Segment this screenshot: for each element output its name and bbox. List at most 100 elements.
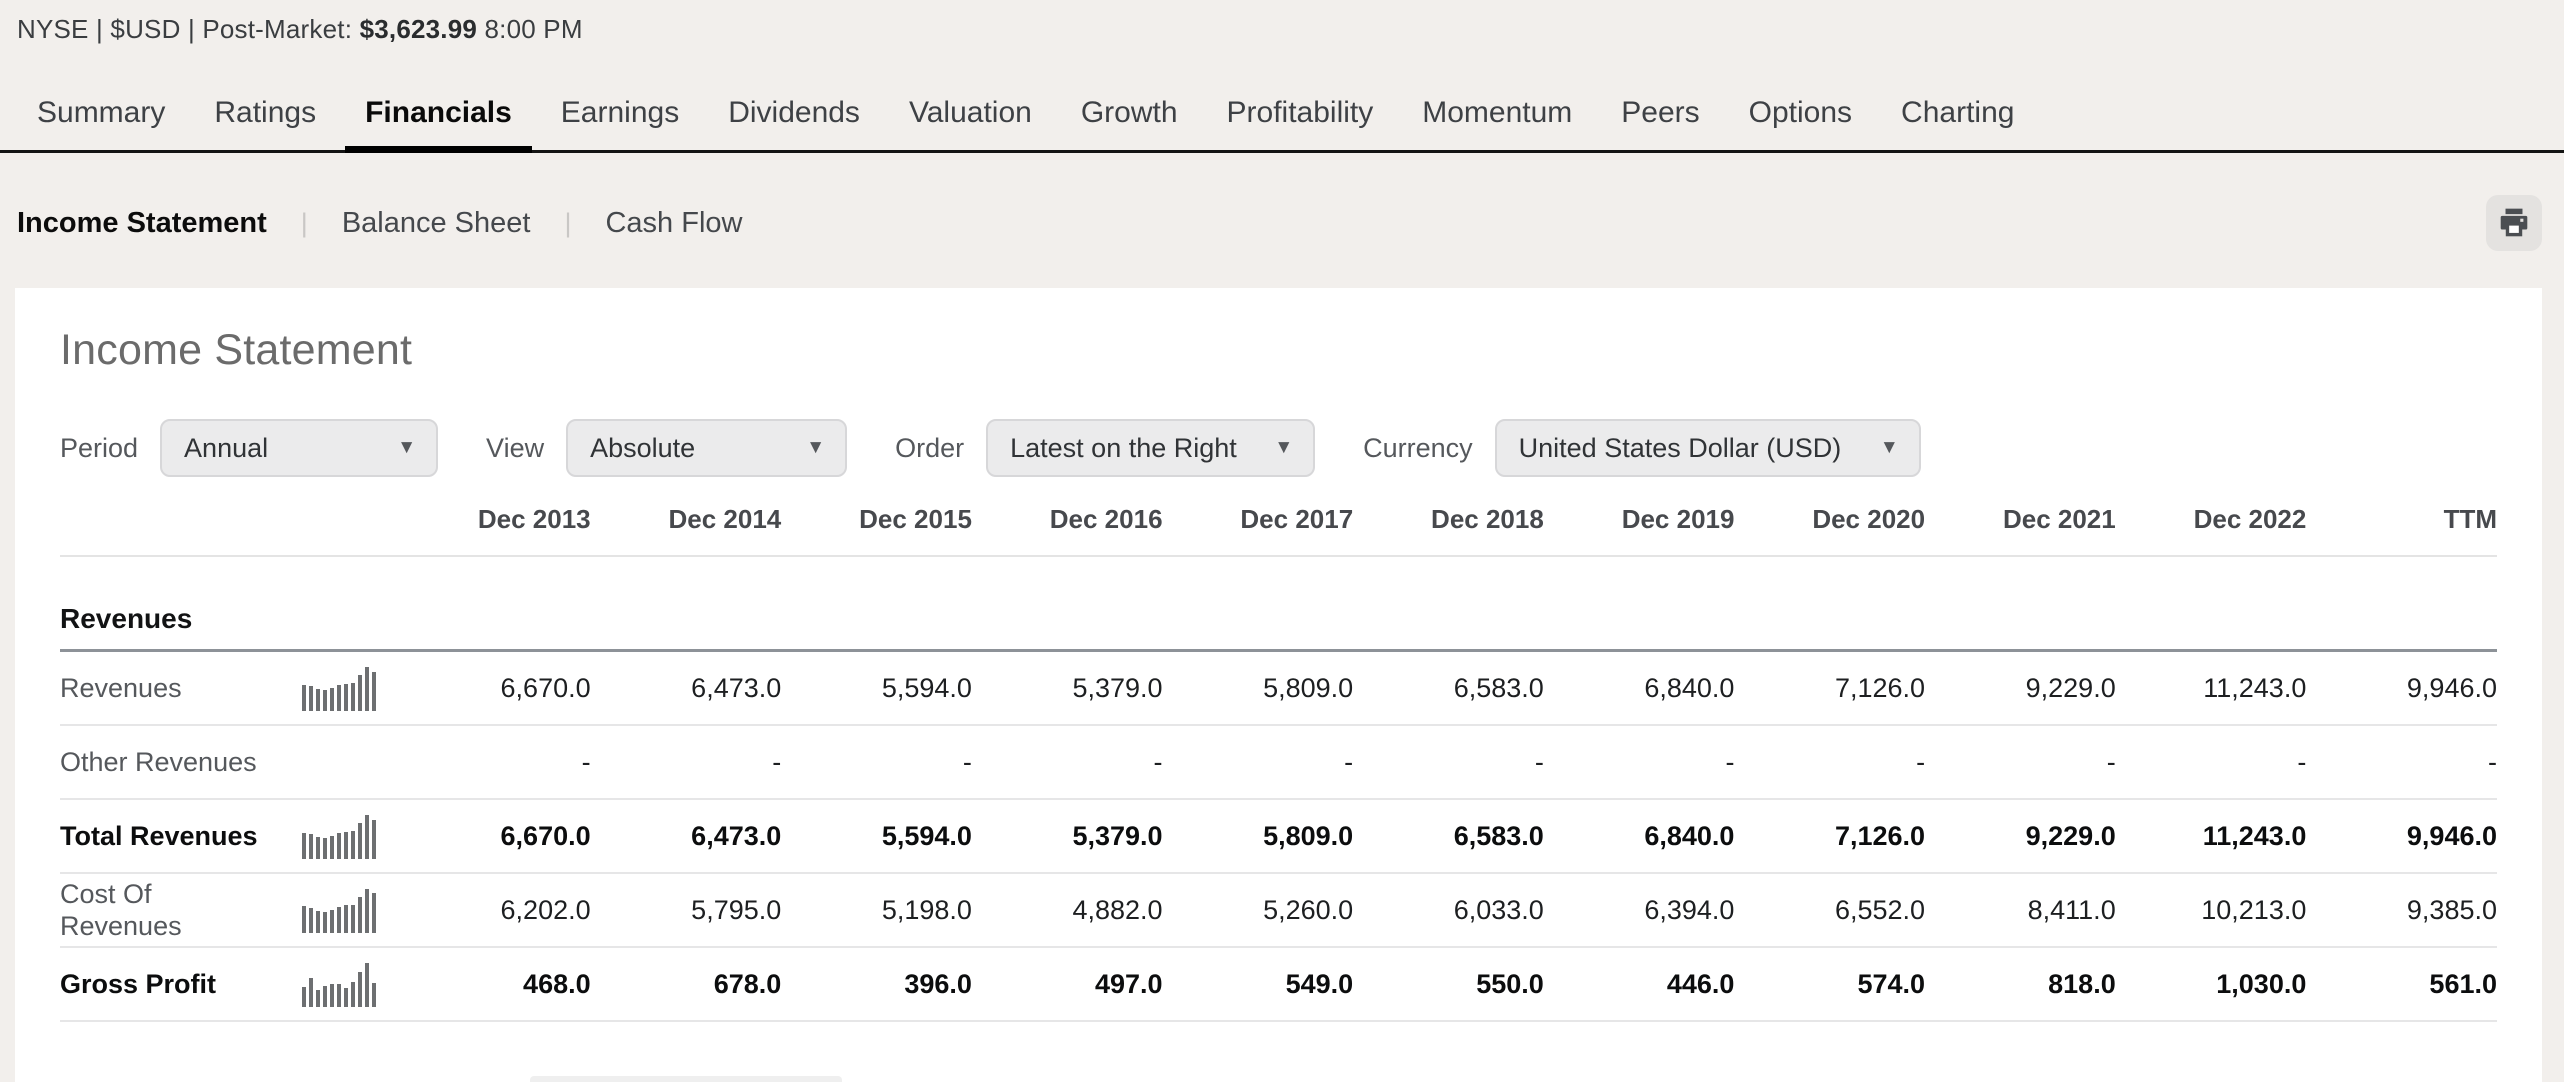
sparkline-chart[interactable]: [280, 813, 400, 859]
value-cell: 5,795.0: [691, 894, 782, 925]
filter-label-order: Order: [895, 432, 965, 463]
filter-select-period[interactable]: Annual ▼: [160, 419, 439, 477]
sparkline-cell: [280, 665, 400, 711]
value-cell: -: [581, 746, 591, 777]
tab-charting[interactable]: Charting: [1901, 96, 2015, 129]
value-cell: 6,583.0: [1453, 672, 1544, 703]
tab-options[interactable]: Options: [1748, 96, 1853, 129]
value-cell: 5,594.0: [881, 820, 972, 851]
horizontal-scrollbar-thumb[interactable]: [530, 1076, 842, 1082]
sparkline-bar: [351, 683, 355, 711]
table-row-other-revenues: Other Revenues - - - - - - - - - - -: [60, 726, 2497, 800]
chevron-down-icon: ▼: [1274, 437, 1294, 458]
sparkline-bar: [323, 838, 327, 859]
column-header-ttm: TTM: [2443, 504, 2497, 534]
table-row-total-revenues: Total Revenues 6,670.0 6,473.0 5,594.0 5,379…: [60, 800, 2497, 874]
sparkline-chart[interactable]: [280, 665, 400, 711]
sparkline-bar: [344, 988, 348, 1007]
statement-subnav: Income Statement | Balance Sheet | Cash Flow: [0, 153, 2564, 253]
tab-valuation[interactable]: Valuation: [908, 96, 1032, 129]
statement-subnav-items: Income Statement | Balance Sheet | Cash Flow: [17, 207, 742, 240]
sparkline-bar: [309, 908, 313, 933]
sparkline-bar: [337, 685, 341, 711]
sparkline-bar: [309, 978, 313, 1007]
column-header-dec-2014: Dec 2014: [668, 504, 782, 534]
table-row-cost-of-revenues: Cost Of Revenues 6,202.0 5,795.0 5,198.0 4,8…: [60, 874, 2497, 948]
subnav-item-balance-sheet[interactable]: Balance Sheet: [341, 206, 531, 239]
tab-momentum[interactable]: Momentum: [1422, 96, 1573, 129]
value-cell: 6,670.0: [500, 820, 591, 851]
value-cell: 5,198.0: [881, 894, 972, 925]
filter-select-order[interactable]: Latest on the Right ▼: [986, 419, 1316, 477]
tab-ratings[interactable]: Ratings: [214, 96, 317, 129]
sparkline-bar: [344, 684, 348, 711]
value-cell: -: [1725, 746, 1735, 777]
filter-select-currency[interactable]: United States Dollar (USD) ▼: [1494, 419, 1921, 477]
sparkline-bar: [351, 982, 355, 1007]
value-cell: 4,882.0: [1072, 894, 1163, 925]
column-header-dec-2021: Dec 2021: [2002, 504, 2116, 534]
value-cell: 6,394.0: [1644, 894, 1735, 925]
column-header-dec-2018: Dec 2018: [1431, 504, 1544, 534]
value-cell: 6,473.0: [691, 820, 782, 851]
sparkline-bar: [372, 820, 376, 859]
column-header-dec-2015: Dec 2015: [859, 504, 972, 534]
value-cell: 5,260.0: [1263, 894, 1354, 925]
sparkline-chart[interactable]: [280, 887, 400, 933]
value-cell: 678.0: [713, 968, 782, 999]
subnav-separator: |: [564, 207, 572, 238]
sparkline-bar: [372, 983, 376, 1007]
sparkline-bar: [344, 832, 348, 859]
sparkline-bar: [302, 987, 306, 1007]
value-cell: -: [1344, 746, 1354, 777]
tab-growth[interactable]: Growth: [1080, 96, 1178, 129]
sparkline-bar: [372, 893, 376, 933]
sparkline-bar: [309, 834, 313, 859]
value-cell: 396.0: [904, 968, 972, 999]
value-cell: 9,385.0: [2406, 894, 2497, 925]
sparkline-cell: [280, 961, 400, 1007]
sparkline-bar: [358, 823, 362, 859]
value-cell: 7,126.0: [1834, 672, 1926, 703]
tab-profitability[interactable]: Profitability: [1226, 96, 1374, 129]
filter-value-currency: United States Dollar (USD): [1518, 432, 1842, 463]
value-cell: 6,202.0: [500, 894, 591, 925]
value-cell: 11,243.0: [2202, 820, 2307, 851]
sparkline-chart[interactable]: [280, 961, 400, 1007]
value-cell: 5,379.0: [1072, 820, 1163, 851]
tab-financials[interactable]: Financials: [345, 96, 532, 153]
sparkline-bar: [330, 836, 334, 859]
subnav-item-income-statement[interactable]: Income Statement: [17, 206, 267, 239]
financials-card: Income Statement Period Annual ▼ View Absolu…: [15, 288, 2542, 1082]
ticker-info-bar: NYSE | $USD | Post-Market: $3,623.99 8:0…: [0, 0, 2564, 45]
value-cell: 6,473.0: [691, 672, 782, 703]
row-label: Gross Profit: [60, 968, 217, 999]
value-cell: -: [2488, 746, 2497, 777]
sparkline-bar: [330, 910, 334, 933]
tab-summary[interactable]: Summary: [37, 96, 166, 129]
main-tab-bar: Summary Ratings Financials Earnings Dividend…: [0, 45, 2564, 153]
subnav-item-cash-flow[interactable]: Cash Flow: [605, 206, 743, 239]
sparkline-bar: [351, 831, 355, 859]
print-button[interactable]: [2486, 195, 2542, 251]
value-cell: 9,229.0: [2025, 820, 2116, 851]
tab-dividends[interactable]: Dividends: [728, 96, 860, 129]
post-market-price: $3,623.99: [359, 14, 478, 44]
tab-peers[interactable]: Peers: [1621, 96, 1700, 129]
filter-label-period: Period: [60, 432, 139, 463]
row-label: Total Revenues: [60, 820, 258, 851]
value-cell: 468.0: [523, 968, 591, 999]
sparkline-bar: [365, 815, 369, 859]
column-header-dec-2022: Dec 2022: [2193, 504, 2307, 534]
filter-select-view[interactable]: Absolute ▼: [566, 419, 848, 477]
sparkline-bar: [316, 689, 320, 711]
page-title: Income Statement: [60, 326, 413, 374]
filter-label-currency: Currency: [1363, 432, 1473, 463]
sparkline-bar: [330, 688, 334, 711]
value-cell: 1,030.0: [2216, 968, 2307, 999]
exchange-currency-label: NYSE | $USD | Post-Market:: [17, 14, 353, 44]
value-cell: 10,213.0: [2201, 894, 2307, 925]
value-cell: 561.0: [2429, 968, 2497, 999]
sparkline-cell: [280, 887, 400, 933]
tab-earnings[interactable]: Earnings: [560, 96, 680, 129]
